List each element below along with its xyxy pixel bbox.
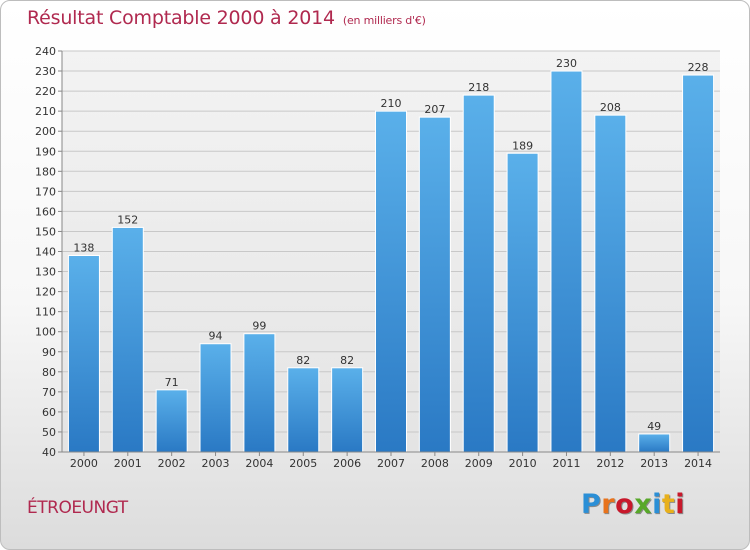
bar-2012 bbox=[594, 114, 627, 453]
y-tick-label: 150 bbox=[35, 225, 56, 238]
bar-2005 bbox=[287, 367, 320, 453]
bar-2008 bbox=[418, 116, 451, 453]
y-tick-label: 180 bbox=[35, 165, 56, 178]
data-label-2005: 82 bbox=[296, 354, 310, 367]
y-axis: 40 50 60 70 80 90 100 110 120 130 140 150 160 170 180 1… bbox=[35, 45, 63, 459]
logo-letter: o bbox=[615, 489, 635, 520]
y-tick-label: 220 bbox=[35, 85, 56, 98]
y-tick-label: 210 bbox=[35, 105, 56, 118]
logo-letter: i bbox=[675, 489, 686, 520]
y-tick-label: 40 bbox=[42, 446, 56, 459]
x-tick-label: 2011 bbox=[552, 457, 580, 470]
bar-2010 bbox=[506, 152, 539, 453]
x-tick-label: 2005 bbox=[289, 457, 317, 470]
y-tick-label: 110 bbox=[35, 306, 56, 319]
y-tick-label: 170 bbox=[35, 185, 56, 198]
bar-2001 bbox=[111, 226, 144, 453]
bar-2004 bbox=[243, 333, 276, 453]
x-tick-label: 2010 bbox=[509, 457, 537, 470]
data-labels: 138 152 71 94 99 82 82 210 207 218 189 230 208 49 228 bbox=[73, 57, 708, 433]
logo-letter: t bbox=[661, 489, 676, 520]
bar-2007 bbox=[375, 110, 407, 453]
data-label-2001: 152 bbox=[117, 213, 138, 226]
bar-2002 bbox=[155, 389, 188, 453]
y-tick-label: 130 bbox=[35, 266, 56, 279]
place-name: ÉTROEUNGT bbox=[27, 498, 128, 518]
x-tick-label: 2004 bbox=[245, 457, 273, 470]
data-label-2010: 189 bbox=[512, 139, 533, 152]
logo-letter: i bbox=[652, 489, 662, 520]
data-label-2003: 94 bbox=[209, 330, 223, 343]
y-tick-label: 100 bbox=[35, 326, 56, 339]
x-tick-label: 2001 bbox=[114, 457, 142, 470]
bars bbox=[67, 70, 715, 453]
x-tick-label: 2006 bbox=[333, 457, 361, 470]
data-label-2006: 82 bbox=[340, 354, 354, 367]
bar-2013 bbox=[638, 433, 671, 453]
y-tick-label: 140 bbox=[35, 246, 56, 259]
x-tick-label: 2000 bbox=[70, 457, 98, 470]
y-tick-label: 230 bbox=[35, 65, 56, 78]
data-label-2011: 230 bbox=[556, 57, 577, 70]
data-label-2013: 49 bbox=[647, 420, 661, 433]
data-label-2002: 71 bbox=[165, 376, 179, 389]
y-tick-label: 200 bbox=[35, 125, 56, 138]
bar-2014 bbox=[682, 74, 715, 453]
x-tick-label: 2012 bbox=[596, 457, 624, 470]
y-tick-label: 50 bbox=[42, 426, 56, 439]
bar-2003 bbox=[199, 343, 232, 453]
y-tick-label: 160 bbox=[35, 205, 56, 218]
bar-2009 bbox=[462, 94, 495, 453]
y-tick-label: 240 bbox=[35, 45, 56, 58]
chart-subtitle: (en milliers d'€) bbox=[342, 14, 426, 27]
y-tick-label: 70 bbox=[42, 386, 56, 399]
x-tick-label: 2003 bbox=[202, 457, 230, 470]
bar-2000 bbox=[67, 255, 100, 453]
chart-title-text: Résultat Comptable 2000 à 2014 bbox=[27, 7, 335, 29]
y-tick-label: 60 bbox=[42, 406, 56, 419]
x-axis: 2000 2001 2002 2003 2004 2005 2006 2007 2008 2009… bbox=[62, 451, 720, 470]
y-tick-label: 80 bbox=[42, 366, 56, 379]
x-tick-label: 2002 bbox=[158, 457, 186, 470]
y-tick-label: 90 bbox=[42, 346, 56, 359]
y-tick-label: 190 bbox=[35, 145, 56, 158]
x-tick-label: 2013 bbox=[640, 457, 668, 470]
x-tick-label: 2009 bbox=[465, 457, 493, 470]
proxiti-logo: Proxiti bbox=[581, 489, 685, 520]
data-label-2004: 99 bbox=[252, 320, 266, 333]
data-label-2008: 207 bbox=[424, 103, 445, 116]
x-tick-label: 2014 bbox=[684, 457, 712, 470]
y-tick-label: 120 bbox=[35, 286, 56, 299]
data-label-2009: 218 bbox=[468, 81, 489, 94]
bar-2006 bbox=[331, 367, 364, 453]
data-label-2007: 210 bbox=[381, 97, 402, 110]
bar-2011 bbox=[550, 70, 583, 453]
x-tick-label: 2007 bbox=[377, 457, 405, 470]
data-label-2000: 138 bbox=[73, 242, 94, 255]
data-label-2014: 228 bbox=[688, 61, 709, 74]
logo-letter: P bbox=[581, 489, 602, 520]
logo-letter: x bbox=[634, 489, 653, 520]
chart-title: Résultat Comptable 2000 à 2014 (en millie… bbox=[27, 7, 426, 29]
logo-letter: r bbox=[601, 489, 616, 520]
x-tick-label: 2008 bbox=[421, 457, 449, 470]
data-label-2012: 208 bbox=[600, 101, 621, 114]
